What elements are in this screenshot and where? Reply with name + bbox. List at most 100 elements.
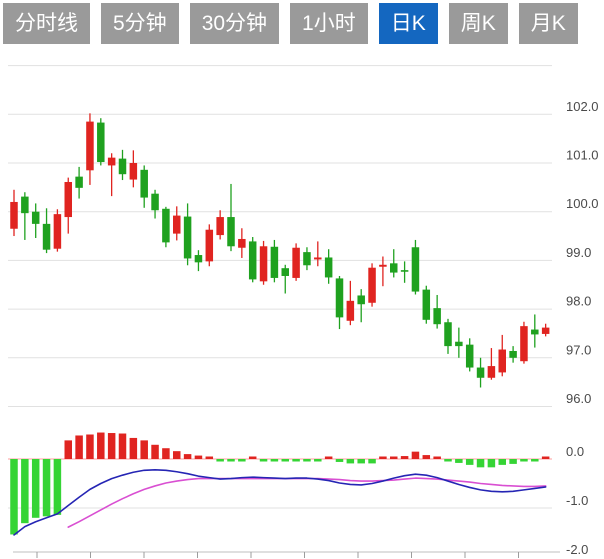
candle-body	[303, 252, 311, 266]
macd-bar	[10, 459, 18, 535]
candle-body	[520, 326, 528, 362]
macd-axis-label: 0.0	[566, 444, 584, 459]
price-axis-label: 101.0	[566, 148, 599, 163]
candle-body	[64, 181, 72, 218]
macd-dea-line	[67, 477, 547, 528]
macd-bar	[465, 459, 474, 465]
macd-bar	[314, 459, 322, 462]
macd-bar	[216, 459, 224, 462]
candle-body	[509, 350, 517, 358]
candle-body	[444, 322, 452, 347]
macd-bar	[270, 459, 279, 462]
candle-body	[107, 157, 116, 166]
macd-bar	[379, 456, 387, 459]
macd-bar	[259, 459, 268, 462]
macd-bar	[281, 459, 289, 462]
candle-body	[281, 268, 289, 276]
macd-bar	[422, 455, 431, 459]
macd-bar	[107, 433, 116, 459]
macd-bar	[97, 432, 105, 459]
candle-body	[194, 255, 203, 263]
macd-bar	[53, 459, 62, 515]
axis-labels-layer: 102.0 101.0 100.0 99.0 98.0 97.0 96.0 0.0 -1.0 -2…	[566, 99, 599, 557]
candle-body	[476, 367, 485, 378]
candle-body	[346, 300, 355, 321]
candle-body	[465, 344, 474, 368]
macd-histogram-layer	[10, 432, 550, 535]
candle-body	[270, 246, 279, 278]
macd-bar	[118, 433, 127, 459]
tab-1hour[interactable]: 1小时	[290, 3, 368, 44]
macd-bar	[227, 459, 235, 462]
candle-body	[498, 349, 506, 373]
macd-bar	[86, 434, 94, 459]
macd-bar	[541, 456, 550, 459]
macd-lines-layer	[13, 468, 547, 536]
macd-bar	[129, 437, 138, 459]
candle-body	[10, 201, 18, 229]
macd-bar	[346, 459, 355, 464]
macd-bar	[205, 456, 214, 459]
candle-body	[357, 295, 365, 305]
macd-bar	[400, 456, 409, 459]
price-axis-label: 100.0	[566, 196, 599, 211]
candle-body	[314, 257, 322, 260]
macd-bar	[64, 440, 72, 459]
candle-body	[324, 257, 333, 278]
macd-dif-line	[13, 468, 547, 536]
tab-weekly-k[interactable]: 周K	[448, 3, 508, 44]
macd-axis-label: -1.0	[566, 493, 588, 508]
candle-body	[390, 263, 398, 273]
price-axis-label: 97.0	[566, 342, 591, 357]
candle-body	[53, 214, 62, 249]
candle-body	[541, 327, 550, 334]
tab-timeline[interactable]: 分时线	[3, 3, 90, 44]
macd-bar	[75, 435, 83, 459]
tab-5min[interactable]: 5分钟	[101, 3, 179, 44]
macd-bar	[531, 459, 539, 462]
macd-bar	[162, 448, 170, 459]
candle-body	[42, 223, 51, 250]
macd-bar	[194, 455, 203, 459]
candle-body	[97, 122, 105, 163]
candle-body	[31, 211, 40, 224]
candle-body	[531, 329, 539, 335]
macd-bar	[509, 459, 517, 464]
macd-bar	[21, 459, 29, 524]
tab-daily-k[interactable]: 日K	[378, 3, 438, 44]
candle-body	[400, 270, 409, 272]
candle-body	[422, 289, 431, 320]
macd-axis-label: -2.0	[566, 542, 588, 557]
candle-body	[21, 196, 29, 214]
macd-bar	[476, 459, 485, 468]
candle-body	[205, 229, 214, 262]
price-axis-label: 102.0	[566, 99, 599, 114]
price-axis-label: 98.0	[566, 294, 591, 309]
candle-body	[173, 215, 181, 234]
macd-bar	[520, 459, 528, 462]
tab-30min[interactable]: 30分钟	[189, 3, 280, 44]
candle-body	[411, 247, 420, 292]
macd-bar	[455, 459, 463, 463]
macd-bar	[292, 459, 300, 462]
candle-body	[248, 241, 257, 280]
macd-bar	[303, 459, 311, 462]
tab-monthly-k[interactable]: 月K	[518, 3, 578, 44]
candle-body	[259, 246, 268, 282]
macd-bar	[390, 456, 398, 459]
price-axis-label: 96.0	[566, 391, 591, 406]
candle-body	[487, 366, 496, 378]
candle-body	[129, 163, 138, 180]
candle-body	[183, 216, 192, 259]
candle-body	[140, 169, 148, 198]
macd-bar	[357, 459, 365, 464]
candle-body	[455, 341, 463, 347]
candle-body	[379, 264, 387, 267]
candle-body	[227, 217, 235, 247]
candle-body	[118, 158, 127, 175]
candles-layer	[10, 113, 550, 388]
macd-bar	[324, 456, 333, 459]
candle-body	[238, 238, 246, 248]
